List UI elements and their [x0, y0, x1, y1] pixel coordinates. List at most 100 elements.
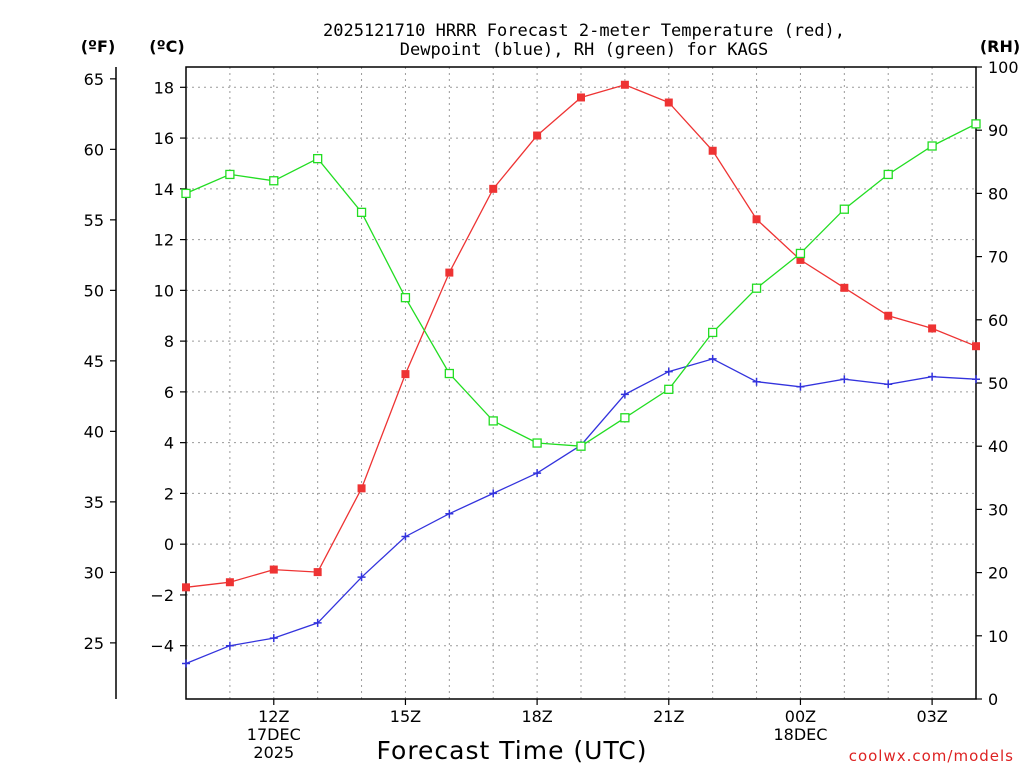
data-point	[181, 188, 191, 199]
fahrenheit-tick-label: 40	[84, 422, 104, 441]
fahrenheit-tick-label: 35	[84, 493, 104, 512]
celsius-unit-label: (ºC)	[149, 37, 184, 56]
rh-tick-label: 0	[988, 690, 998, 709]
series-rh	[181, 119, 981, 451]
x-tick-label: 12Z	[258, 707, 289, 726]
data-point	[400, 293, 411, 303]
data-point	[664, 367, 673, 376]
data-point	[182, 583, 190, 592]
data-point	[357, 484, 366, 493]
rh-tick-label: 40	[988, 437, 1008, 456]
data-point	[752, 215, 761, 224]
data-point	[708, 146, 717, 155]
data-point	[488, 416, 498, 426]
data-point	[225, 169, 235, 180]
series	[181, 80, 981, 668]
data-point	[489, 184, 498, 193]
rh-tick-label: 80	[988, 184, 1008, 203]
rh-tick-label: 60	[988, 311, 1008, 330]
celsius-tick-label: 4	[164, 434, 174, 453]
data-point	[357, 573, 366, 582]
x-tick-label: 00Z	[785, 707, 816, 726]
x-tick-label: 15Z	[390, 707, 421, 726]
data-point	[182, 659, 190, 668]
celsius-tick-label: −4	[150, 637, 174, 656]
chart-title-line-2: Dewpoint (blue), RH (green) for KAGS	[400, 40, 768, 60]
data-point	[884, 380, 893, 389]
data-point	[445, 268, 454, 277]
data-point	[664, 384, 674, 394]
data-point	[269, 565, 278, 574]
data-point	[795, 248, 806, 259]
tick-labels: −4 −2 0 2 4 6 8 10 12 14 16 18 25 30 35 40 45 50 55 60 65 0 10…	[84, 58, 1019, 762]
x-axis-title: Forecast Time (UTC)	[377, 736, 648, 765]
x-tick-label: 17DEC	[247, 725, 301, 744]
celsius-tick-label: 16	[154, 129, 174, 148]
fahrenheit-unit-label: (ºF)	[81, 37, 116, 56]
data-point	[313, 153, 323, 164]
data-point	[884, 311, 893, 320]
fahrenheit-tick-label: 45	[84, 352, 104, 371]
data-point	[576, 441, 586, 451]
data-point	[620, 413, 630, 423]
data-point	[839, 204, 849, 214]
data-point	[796, 255, 805, 264]
data-point	[445, 509, 454, 518]
data-point	[927, 141, 937, 151]
data-point	[489, 489, 498, 498]
data-point	[664, 98, 673, 107]
fahrenheit-tick-label: 25	[84, 634, 104, 653]
series-2-meter-temperature	[182, 80, 980, 592]
rh-tick-label: 30	[988, 500, 1008, 519]
chart-title-line-1: 2025121710 HRRR Forecast 2-meter Tempera…	[323, 21, 845, 41]
x-tick-label: 21Z	[653, 707, 684, 726]
data-point	[796, 382, 805, 391]
axes	[115, 66, 977, 700]
data-point	[313, 618, 322, 627]
celsius-tick-label: 10	[154, 281, 174, 300]
plot-frame	[185, 66, 977, 700]
x-tick-label: 18DEC	[773, 725, 827, 744]
x-tick-label: 18Z	[521, 707, 552, 726]
rh-tick-label: 90	[988, 121, 1008, 140]
celsius-tick-label: −2	[150, 586, 174, 605]
rh-tick-label: 70	[988, 248, 1008, 267]
data-point	[401, 370, 410, 379]
x-tick-label: 03Z	[916, 707, 947, 726]
data-point	[883, 169, 893, 180]
data-point	[620, 390, 629, 399]
data-point	[533, 469, 542, 478]
fahrenheit-tick-label: 55	[84, 211, 104, 230]
rh-unit-label: (RH)	[980, 37, 1020, 56]
data-point	[972, 375, 980, 384]
data-point	[356, 207, 367, 218]
data-point	[708, 327, 718, 338]
data-point	[225, 641, 234, 650]
data-point	[972, 342, 980, 351]
celsius-tick-label: 18	[154, 78, 174, 97]
rh-tick-label: 100	[988, 58, 1019, 77]
data-point	[444, 368, 454, 379]
data-point	[708, 354, 717, 363]
data-point	[532, 438, 542, 448]
fahrenheit-tick-label: 65	[84, 70, 104, 89]
rh-tick-label: 10	[988, 627, 1008, 646]
gridlines	[186, 67, 976, 699]
data-point	[840, 283, 849, 292]
data-point	[577, 93, 585, 102]
credit-link[interactable]: coolwx.com/models	[849, 747, 1014, 765]
data-point	[840, 375, 849, 384]
celsius-tick-label: 8	[164, 332, 174, 351]
data-point	[620, 80, 629, 89]
celsius-tick-label: 12	[154, 231, 174, 250]
data-point	[533, 131, 542, 140]
data-point	[313, 568, 322, 577]
data-point	[401, 532, 410, 541]
celsius-tick-label: 14	[154, 180, 174, 199]
data-point	[928, 372, 937, 381]
fahrenheit-tick-label: 60	[84, 140, 104, 159]
data-point	[751, 283, 762, 293]
x-tick-label: 2025	[253, 743, 294, 762]
data-point	[269, 176, 279, 186]
